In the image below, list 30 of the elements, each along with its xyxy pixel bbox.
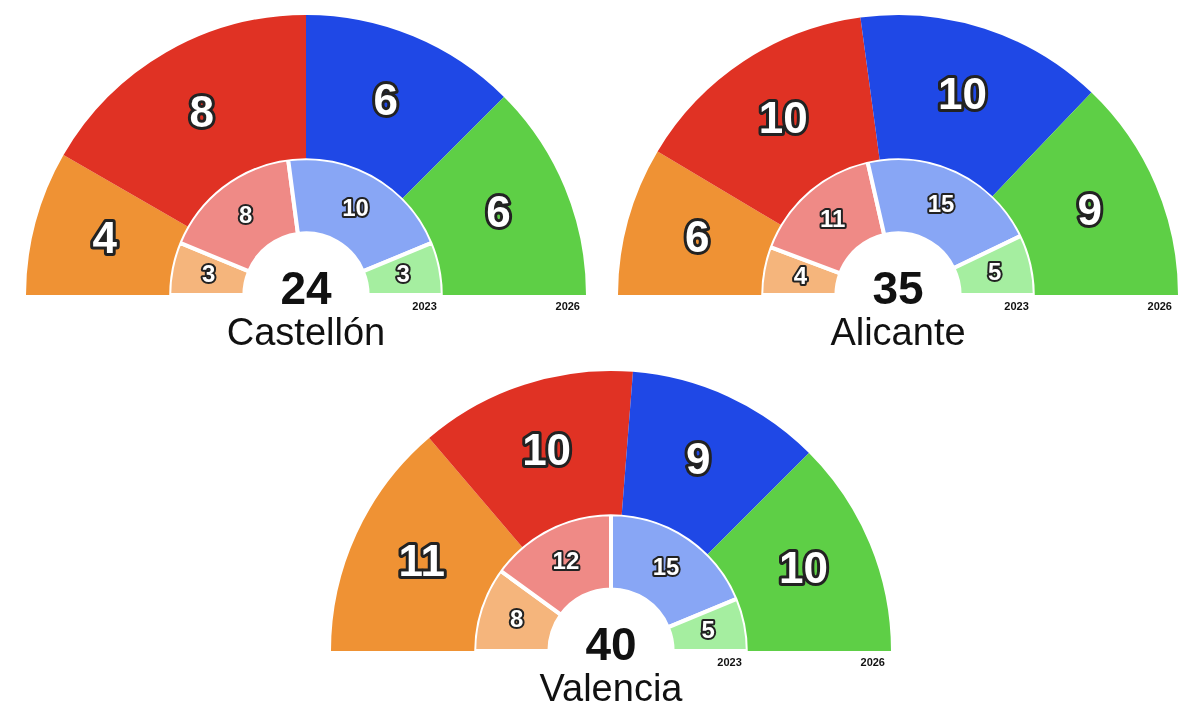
data-label: 10 — [342, 193, 369, 221]
data-label: 9 — [1077, 185, 1102, 235]
data-label: 3 — [396, 260, 410, 288]
data-label: 8 — [509, 604, 524, 632]
data-label: 9 — [686, 433, 711, 483]
slice-label: 2023 — [717, 655, 742, 668]
data-label: 5 — [988, 257, 1002, 285]
data-label: 15 — [652, 553, 680, 581]
data-label: 11 — [398, 535, 446, 585]
data-label: 4 — [793, 261, 808, 289]
data-label: 8 — [189, 86, 215, 136]
data-label: 6 — [684, 211, 710, 261]
data-label: 3 — [202, 260, 216, 288]
data-label: 4 — [92, 213, 118, 263]
slice-label: 2026 — [860, 655, 885, 668]
data-label: 10 — [779, 543, 829, 593]
data-label: 12 — [552, 547, 580, 575]
data-label: 15 — [927, 190, 955, 218]
data-label: 10 — [758, 93, 808, 143]
slice-label: 2026 — [555, 299, 580, 312]
data-label: 10 — [522, 424, 572, 474]
slice-label: 2023 — [412, 299, 437, 312]
data-label: 6 — [373, 74, 398, 124]
data-label: 8 — [238, 200, 253, 228]
data-label: 5 — [701, 616, 715, 644]
data-label: 6 — [486, 187, 511, 237]
data-label: 11 — [820, 204, 846, 232]
data-label: 10 — [937, 68, 987, 118]
slice-label: 2026 — [1147, 299, 1172, 312]
slice-label: 2023 — [1004, 299, 1029, 312]
